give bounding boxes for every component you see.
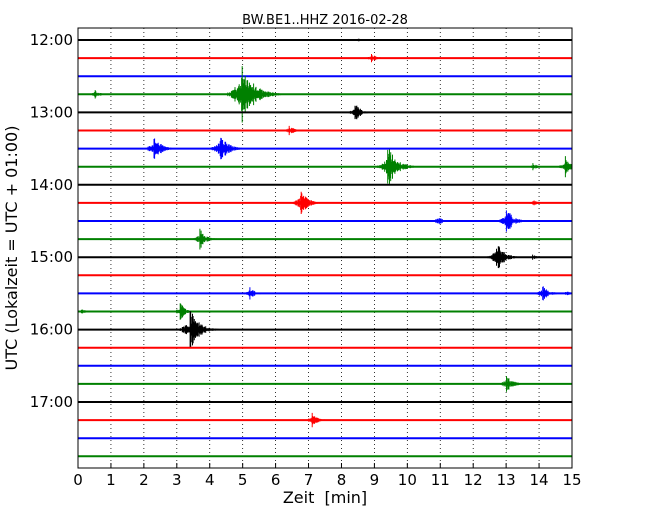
trace-1715 (78, 412, 572, 428)
x-tick-label: 7 (304, 471, 314, 489)
chart-title: BW.BE1..HHZ 2016-02-28 (242, 13, 408, 28)
seismic-event (486, 246, 525, 269)
x-tick-label: 0 (73, 471, 83, 489)
y-tick-label: 12:00 (30, 31, 73, 49)
trace-1200 (78, 38, 572, 42)
x-tick-label: 10 (398, 471, 417, 489)
seismic-event (88, 90, 114, 99)
x-tick-label: 13 (497, 471, 516, 489)
trace-1300 (78, 105, 572, 120)
y-tick-label: 13:00 (30, 103, 73, 121)
seismic-event (77, 309, 97, 314)
seismic-event (526, 163, 550, 171)
traces (77, 38, 573, 458)
seismic-event (291, 191, 327, 214)
trace-1600 (78, 311, 572, 348)
x-tick-label: 8 (337, 471, 347, 489)
y-tick-label: 15:00 (30, 248, 73, 266)
x-tick-label: 11 (431, 471, 450, 489)
seismic-event (209, 137, 249, 160)
grid-lines (110, 28, 540, 468)
trace-1345 (78, 149, 572, 184)
trace-1245 (78, 66, 572, 123)
x-tick-label: 9 (370, 471, 380, 489)
x-tick-label: 4 (205, 471, 215, 489)
seismic-event (144, 138, 181, 159)
seismic-event (364, 54, 390, 63)
x-tick-label: 5 (238, 471, 248, 489)
seismic-event (304, 412, 334, 428)
x-tick-label: 1 (106, 471, 116, 489)
trace-1430 (78, 210, 572, 232)
seismic-event (178, 311, 225, 348)
seismic-event (172, 303, 203, 320)
x-tick-label: 12 (464, 471, 483, 489)
seismic-event (498, 376, 530, 392)
trace-1315 (78, 125, 572, 136)
x-tick-label: 3 (172, 471, 182, 489)
y-tick-label: 17:00 (30, 393, 73, 411)
trace-1545 (77, 303, 572, 320)
seismic-event (560, 291, 573, 296)
seismic-event (526, 200, 551, 206)
seismic-event (225, 66, 286, 123)
x-tick-label: 2 (139, 471, 149, 489)
trace-1500 (78, 246, 572, 269)
x-tick-label: 14 (530, 471, 549, 489)
trace-1215 (78, 54, 572, 63)
seismic-event (375, 149, 422, 184)
x-axis-label: Zeit [min] (283, 488, 367, 507)
seismic-event (526, 254, 548, 260)
x-tick-label: 6 (271, 471, 281, 489)
trace-1445 (78, 228, 572, 250)
seismic-event (191, 228, 224, 250)
plot-frame (77, 27, 573, 469)
trace-1530 (78, 286, 573, 301)
y-tick-label: 14:00 (30, 176, 73, 194)
seismic-event (496, 210, 533, 232)
seismic-event (557, 156, 572, 178)
trace-1330 (78, 137, 572, 160)
x-tick-label: 15 (562, 471, 581, 489)
seismic-event (242, 287, 270, 300)
y-axis-label: UTC (Lokalzeit = UTC + 01:00) (2, 126, 21, 371)
seismic-event (346, 105, 378, 120)
trace-1645 (78, 376, 572, 392)
axis-ticks: 0 1 2 3 4 5 6 7 8 9 10 11 12 13 14 1512:0013:0014:0015:… (30, 31, 582, 489)
trace-1415 (78, 191, 572, 214)
seismic-event (430, 218, 457, 224)
y-tick-label: 16:00 (30, 321, 73, 339)
seismic-event (282, 125, 309, 136)
